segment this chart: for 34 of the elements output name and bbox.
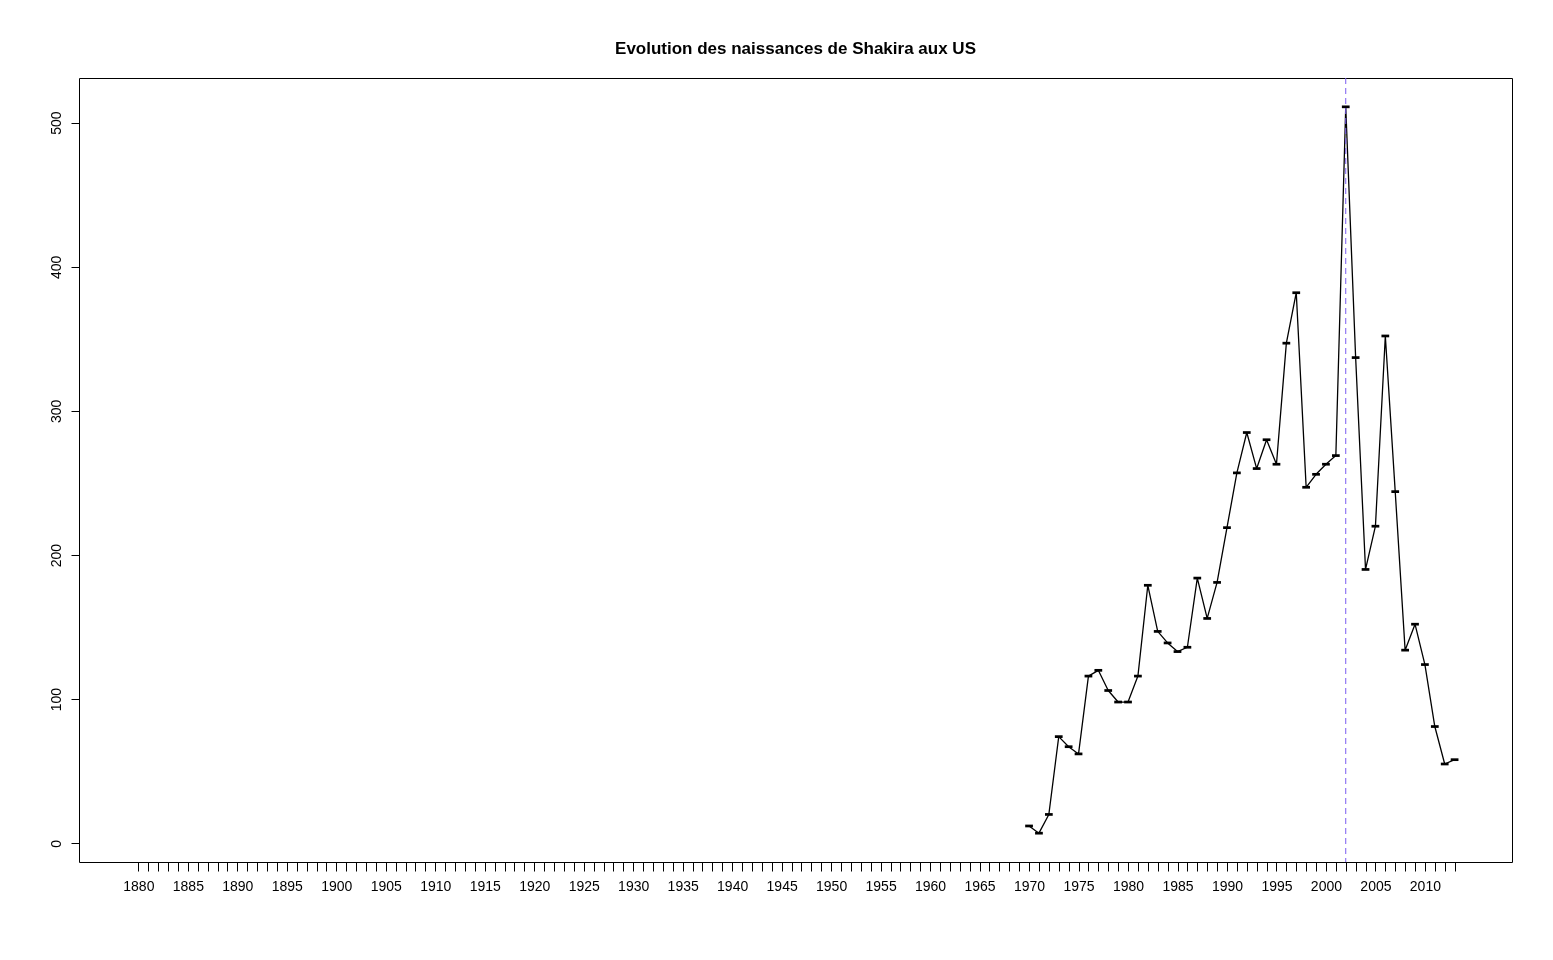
- x-tick-label: 1890: [222, 877, 254, 894]
- x-tick-label: 1935: [667, 877, 699, 894]
- x-tick-label: 1980: [1112, 877, 1145, 894]
- y-tick-label: 500: [47, 111, 64, 135]
- x-tick-label: 1895: [271, 877, 304, 894]
- x-tick-label: 2000: [1310, 877, 1343, 894]
- y-tick-label: 400: [47, 255, 64, 279]
- x-tick-label: 1970: [1013, 877, 1046, 894]
- x-tick-label: 1915: [469, 877, 502, 894]
- x-tick-label: 1975: [1063, 877, 1095, 894]
- chart-title: Evolution des naissances de Shakira aux US: [615, 38, 976, 58]
- x-tick-label: 2010: [1409, 877, 1442, 894]
- y-tick-label: 300: [47, 399, 64, 424]
- x-tick-label: 1880: [123, 877, 155, 894]
- x-tick-label: 1960: [915, 877, 947, 894]
- x-tick-label: 1910: [420, 877, 452, 894]
- x-tick-label: 1955: [865, 877, 897, 894]
- x-tick-label: 1990: [1211, 877, 1244, 894]
- x-tick-label: 1925: [568, 877, 600, 894]
- x-tick-label: 1995: [1261, 877, 1293, 894]
- x-tick-label: 1940: [717, 877, 749, 894]
- y-tick-label: 200: [47, 543, 64, 568]
- x-tick-label: 1900: [321, 877, 353, 894]
- x-tick-label: 1885: [172, 877, 205, 894]
- x-tick-label: 1920: [519, 877, 551, 894]
- y-tick-label: 100: [47, 687, 64, 712]
- x-tick-label: 1930: [618, 877, 650, 894]
- x-tick-label: 1905: [370, 877, 403, 894]
- x-tick-label: 1950: [816, 877, 848, 894]
- x-tick-label: 1965: [964, 877, 996, 894]
- x-tick-label: 1985: [1162, 877, 1194, 894]
- x-tick-label: 2005: [1360, 877, 1392, 894]
- x-tick-label: 1945: [766, 877, 798, 894]
- y-tick-label: 0: [47, 839, 64, 848]
